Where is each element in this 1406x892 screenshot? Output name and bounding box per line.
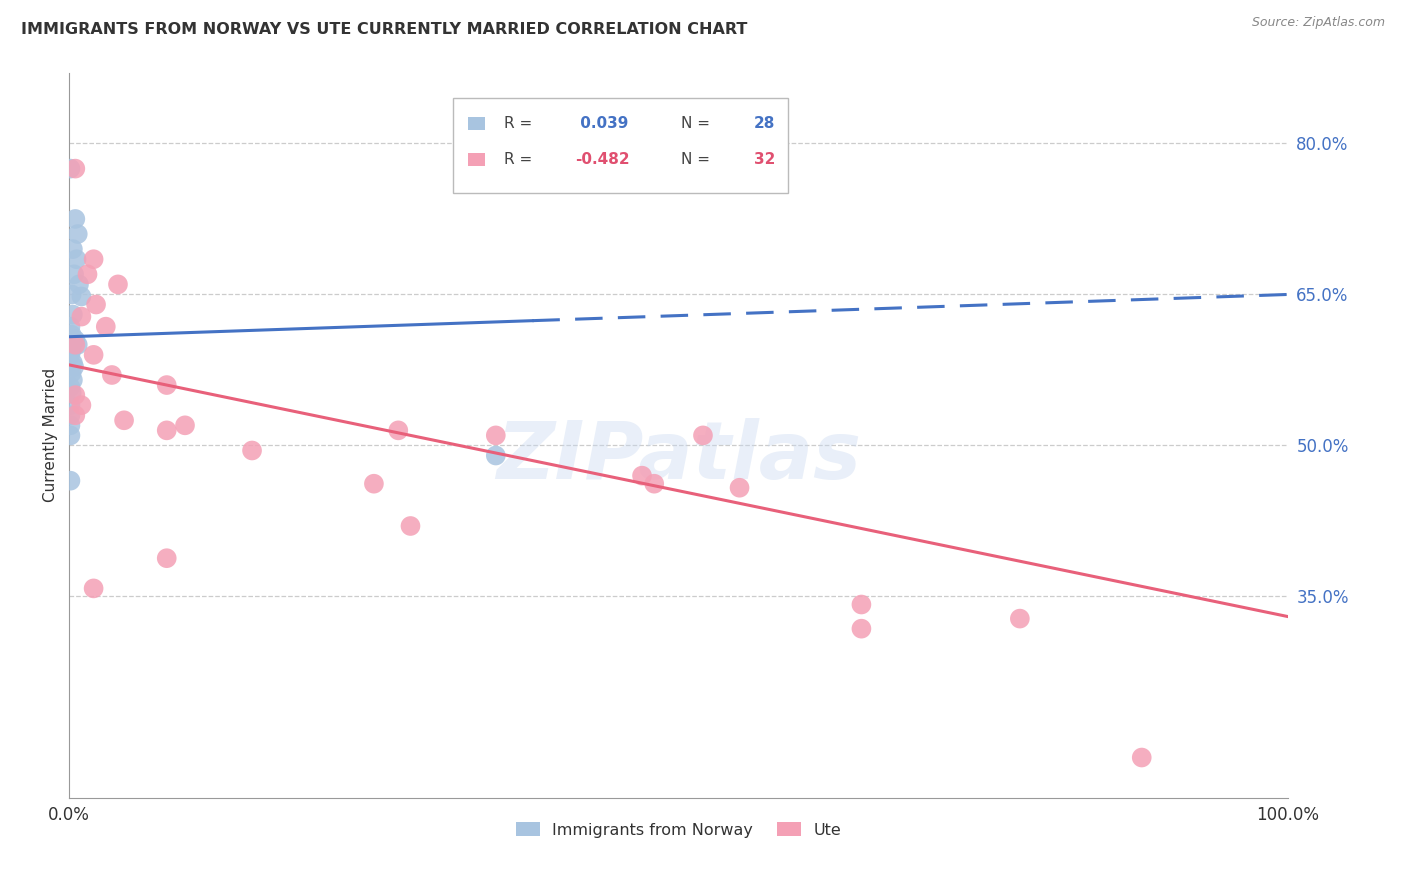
Point (83, 582, 105, 596)
Point (65, 252, 87, 267)
Point (83, 348, 105, 362)
Point (387, 423, 409, 437)
Legend: Immigrants from Norway, Ute: Immigrants from Norway, Ute (509, 816, 848, 844)
Point (59, 409, 82, 423)
Point (76, 268, 98, 282)
Point (63, 359, 86, 374)
Point (59, 348, 82, 362)
Text: 0.039: 0.039 (575, 116, 628, 131)
Point (485, 428, 508, 442)
Point (65, 333, 87, 347)
Text: 28: 28 (754, 116, 776, 131)
Point (60, 287, 83, 301)
Point (240, 443, 263, 458)
Point (59, 319, 82, 334)
Point (399, 519, 422, 533)
Text: R =: R = (505, 153, 537, 168)
Point (107, 277, 129, 292)
Point (363, 476, 385, 491)
Point (59, 398, 82, 412)
Point (60, 366, 83, 380)
Point (62, 242, 84, 256)
FancyBboxPatch shape (468, 117, 485, 130)
Text: N =: N = (681, 116, 714, 131)
Point (59, 380, 82, 394)
Point (65, 338, 87, 352)
Point (851, 598, 873, 612)
FancyBboxPatch shape (453, 98, 789, 193)
Point (59, 418, 82, 433)
Point (62, 373, 84, 387)
Point (63, 268, 86, 282)
Point (851, 622, 873, 636)
Point (643, 476, 665, 491)
Point (59, 474, 82, 488)
Point (60, 327, 83, 342)
Point (59, 161, 82, 176)
Point (112, 413, 135, 427)
Point (67, 277, 90, 292)
Point (65, 211, 87, 226)
Y-axis label: Currently Married: Currently Married (44, 368, 58, 502)
Text: R =: R = (505, 116, 537, 131)
Text: N =: N = (681, 153, 714, 168)
FancyBboxPatch shape (468, 153, 485, 167)
Point (62, 308, 84, 322)
Point (83, 252, 105, 267)
Point (66, 338, 89, 352)
Point (101, 368, 124, 382)
Point (70, 310, 93, 324)
Point (485, 449, 508, 463)
Point (65, 409, 87, 423)
Point (66, 227, 89, 241)
Point (70, 398, 93, 412)
Text: IMMIGRANTS FROM NORWAY VS UTE CURRENTLY MARRIED CORRELATION CHART: IMMIGRANTS FROM NORWAY VS UTE CURRENTLY … (21, 22, 748, 37)
Point (692, 428, 714, 442)
Point (59, 428, 82, 442)
Point (94, 319, 117, 334)
Text: -0.482: -0.482 (575, 153, 630, 168)
Point (60, 343, 83, 357)
Point (1130, 750, 1153, 764)
Point (65, 388, 87, 402)
Point (1008, 612, 1031, 626)
Point (174, 418, 197, 433)
Text: ZIPatlas: ZIPatlas (496, 418, 860, 496)
Point (156, 551, 179, 566)
Text: 32: 32 (754, 153, 776, 168)
Point (84, 297, 107, 311)
Point (156, 423, 179, 437)
Point (631, 468, 654, 483)
Point (728, 481, 751, 495)
Text: Source: ZipAtlas.com: Source: ZipAtlas.com (1251, 16, 1385, 29)
Point (65, 161, 87, 176)
Point (156, 378, 179, 392)
Point (70, 289, 93, 303)
Point (60, 386, 83, 401)
Point (62, 356, 84, 370)
